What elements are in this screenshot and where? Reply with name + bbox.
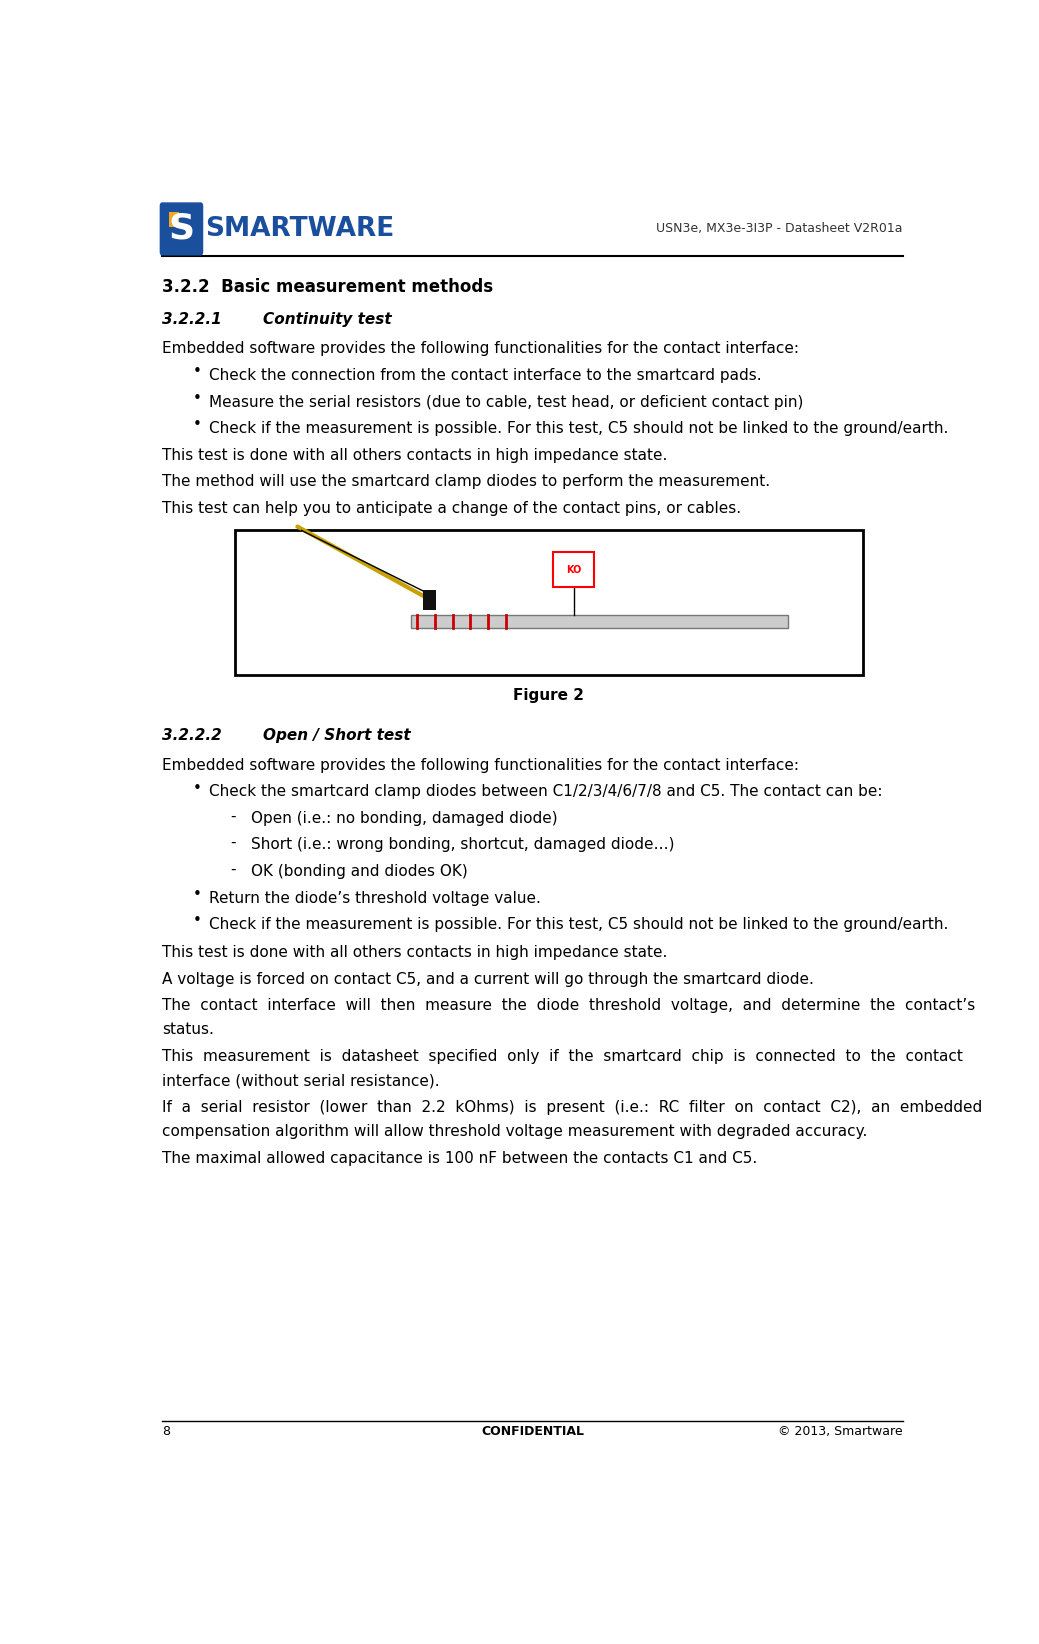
Text: © 2013, Smartware: © 2013, Smartware: [778, 1425, 903, 1438]
Text: Check if the measurement is possible. For this test, C5 should not be linked to : Check if the measurement is possible. Fo…: [209, 421, 949, 436]
Text: status.: status.: [162, 1023, 214, 1037]
Text: Embedded software provides the following functionalities for the contact interfa: Embedded software provides the following…: [162, 758, 799, 773]
Bar: [410, 615, 788, 628]
Text: interface (without serial resistance).: interface (without serial resistance).: [162, 1074, 439, 1088]
Text: compensation algorithm will allow threshold voltage measurement with degraded ac: compensation algorithm will allow thresh…: [162, 1124, 868, 1139]
Text: This test can help you to anticipate a change of the contact pins, or cables.: This test can help you to anticipate a c…: [162, 501, 741, 516]
Text: Measure the serial resistors (due to cable, test head, or deficient contact pin): Measure the serial resistors (due to cab…: [209, 395, 803, 409]
Text: •: •: [192, 781, 202, 796]
Text: -: -: [231, 835, 236, 850]
Text: Embedded software provides the following functionalities for the contact interfa: Embedded software provides the following…: [162, 342, 799, 357]
Text: Check the smartcard clamp diodes between C1/2/3/4/6/7/8 and C5. The contact can : Check the smartcard clamp diodes between…: [209, 784, 882, 799]
Text: -: -: [231, 861, 236, 876]
Text: Open (i.e.: no bonding, damaged diode): Open (i.e.: no bonding, damaged diode): [250, 810, 557, 825]
Bar: [553, 552, 594, 587]
Text: Short (i.e.: wrong bonding, shortcut, damaged diode…): Short (i.e.: wrong bonding, shortcut, da…: [250, 837, 674, 853]
Text: •: •: [192, 391, 202, 406]
Bar: [169, 212, 179, 227]
Bar: [235, 529, 862, 676]
Text: This  measurement  is  datasheet  specified  only  if  the  smartcard  chip  is : This measurement is datasheet specified …: [162, 1049, 963, 1064]
Text: •: •: [192, 886, 202, 903]
Text: This test is done with all others contacts in high impedance state.: This test is done with all others contac…: [162, 945, 667, 960]
Text: Check the connection from the contact interface to the smartcard pads.: Check the connection from the contact in…: [209, 368, 762, 383]
Text: 3.2.2  Basic measurement methods: 3.2.2 Basic measurement methods: [162, 278, 494, 296]
Text: The maximal allowed capacitance is 100 nF between the contacts C1 and C5.: The maximal allowed capacitance is 100 n…: [162, 1151, 757, 1166]
Text: If  a  serial  resistor  (lower  than  2.2  kOhms)  is  present  (i.e.:  RC  fil: If a serial resistor (lower than 2.2 kOh…: [162, 1100, 982, 1115]
Text: Return the diode’s threshold voltage value.: Return the diode’s threshold voltage val…: [209, 891, 540, 906]
Text: CONFIDENTIAL: CONFIDENTIAL: [481, 1425, 584, 1438]
Text: The  contact  interface  will  then  measure  the  diode  threshold  voltage,  a: The contact interface will then measure …: [162, 998, 976, 1013]
Bar: [423, 590, 435, 610]
Text: •: •: [192, 418, 202, 432]
Text: Open / Short test: Open / Short test: [263, 728, 410, 743]
Text: OK (bonding and diodes OK): OK (bonding and diodes OK): [250, 865, 468, 880]
Text: Check if the measurement is possible. For this test, C5 should not be linked to : Check if the measurement is possible. Fo…: [209, 917, 949, 932]
Text: Figure 2: Figure 2: [513, 687, 584, 704]
Text: KO: KO: [566, 564, 581, 575]
Text: •: •: [192, 365, 202, 380]
Text: S: S: [168, 212, 194, 247]
Text: A voltage is forced on contact C5, and a current will go through the smartcard d: A voltage is forced on contact C5, and a…: [162, 972, 814, 986]
Text: •: •: [192, 914, 202, 929]
Text: 3.2.2.1: 3.2.2.1: [162, 311, 222, 327]
Text: 3.2.2.2: 3.2.2.2: [162, 728, 222, 743]
FancyBboxPatch shape: [160, 202, 204, 255]
Text: SMARTWARE: SMARTWARE: [205, 215, 394, 242]
Text: USN3e, MX3e-3I3P - Datasheet V2R01a: USN3e, MX3e-3I3P - Datasheet V2R01a: [657, 222, 903, 235]
Text: -: -: [231, 809, 236, 824]
Text: The method will use the smartcard clamp diodes to perform the measurement.: The method will use the smartcard clamp …: [162, 475, 770, 490]
Text: This test is done with all others contacts in high impedance state.: This test is done with all others contac…: [162, 447, 667, 462]
Text: 8: 8: [162, 1425, 170, 1438]
Text: Continuity test: Continuity test: [263, 311, 392, 327]
